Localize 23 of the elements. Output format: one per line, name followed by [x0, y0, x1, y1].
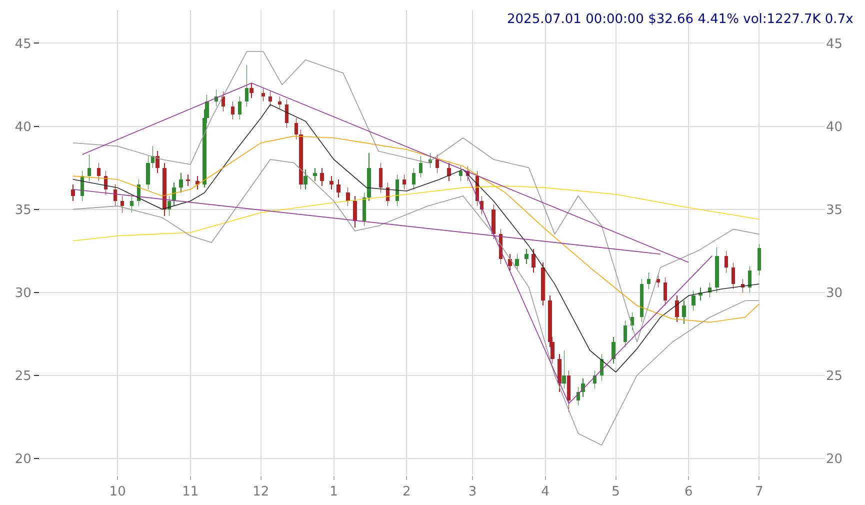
- x-tick-label: 12: [252, 484, 270, 500]
- y2-tick-label: 20: [826, 452, 843, 467]
- x-tick-label: 10: [109, 484, 126, 500]
- y2-tick-label: 35: [826, 202, 843, 218]
- y-tick-label: 20: [14, 452, 32, 467]
- x-tick-label: 11: [182, 484, 199, 500]
- y2-tick-label: 25: [826, 368, 843, 384]
- y-tick-label: 45: [14, 36, 32, 52]
- y-tick-label: 40: [14, 120, 32, 135]
- y2-tick-label: 30: [826, 286, 843, 301]
- x-tick-label: 5: [612, 484, 620, 500]
- x-tick-label: 7: [755, 484, 764, 500]
- y-tick-label: 30: [14, 286, 32, 301]
- y-tick-label: 35: [14, 202, 32, 218]
- x-tick-label: 3: [468, 484, 477, 500]
- x-tick-label: 2: [402, 484, 411, 500]
- y2-tick-label: 45: [826, 36, 843, 52]
- x-tick-label: 6: [684, 484, 693, 500]
- x-tick-label: 4: [541, 484, 550, 500]
- annotation: 2025.07.01 00:00:00 $32.66 4.41% vol:1227.7K 0.7x: [507, 12, 854, 27]
- y2-tick-label: 40: [826, 120, 843, 135]
- y-tick-label: 25: [14, 368, 32, 384]
- x-tick-label: 1: [330, 484, 338, 500]
